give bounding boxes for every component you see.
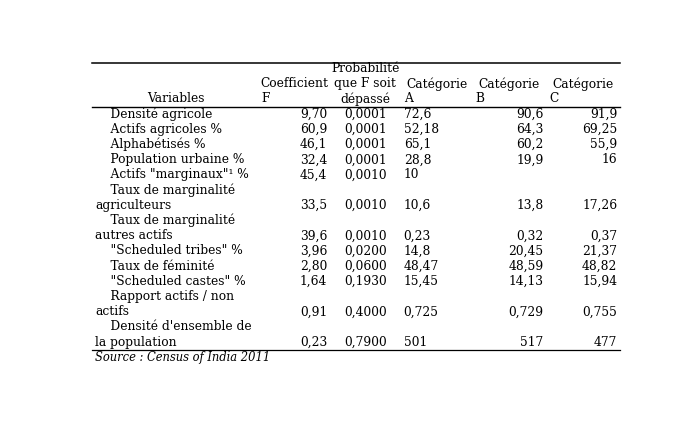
Text: 0,0010: 0,0010: [344, 199, 386, 212]
Text: 48,59: 48,59: [508, 260, 543, 273]
Text: 39,6: 39,6: [300, 229, 327, 242]
Text: 0,0001: 0,0001: [344, 108, 386, 121]
Text: 10: 10: [404, 168, 419, 181]
Text: autres actifs: autres actifs: [95, 229, 172, 242]
Text: B: B: [475, 92, 484, 106]
Text: Taux de féminité: Taux de féminité: [95, 260, 215, 273]
Text: 16: 16: [602, 153, 617, 166]
Text: 15,45: 15,45: [404, 275, 439, 288]
Text: 0,725: 0,725: [404, 305, 439, 318]
Text: 46,1: 46,1: [300, 138, 327, 151]
Text: Catégorie: Catégorie: [479, 77, 540, 90]
Text: Actifs "marginaux"¹ %: Actifs "marginaux"¹ %: [95, 168, 249, 181]
Text: 64,3: 64,3: [516, 123, 543, 136]
Text: Probabilité: Probabilité: [332, 62, 400, 75]
Text: C: C: [549, 92, 558, 106]
Text: Source : Census of India 2011: Source : Census of India 2011: [95, 351, 270, 364]
Text: 0,7900: 0,7900: [344, 336, 387, 348]
Text: 90,6: 90,6: [516, 108, 543, 121]
Text: 0,91: 0,91: [300, 305, 327, 318]
Text: Alphabétisés %: Alphabétisés %: [95, 138, 206, 151]
Text: Catégorie: Catégorie: [553, 77, 614, 90]
Text: "Scheduled tribes" %: "Scheduled tribes" %: [95, 245, 243, 257]
Text: 14,13: 14,13: [509, 275, 543, 288]
Text: F: F: [261, 92, 270, 106]
Text: 48,82: 48,82: [582, 260, 617, 273]
Text: 15,94: 15,94: [582, 275, 617, 288]
Text: Taux de marginalité: Taux de marginalité: [95, 184, 235, 197]
Text: 20,45: 20,45: [509, 245, 543, 257]
Text: Population urbaine %: Population urbaine %: [95, 153, 245, 166]
Text: 52,18: 52,18: [404, 123, 439, 136]
Text: 21,37: 21,37: [582, 245, 617, 257]
Text: 0,0001: 0,0001: [344, 123, 386, 136]
Text: 2,80: 2,80: [300, 260, 327, 273]
Text: 9,70: 9,70: [300, 108, 327, 121]
Text: 14,8: 14,8: [404, 245, 431, 257]
Text: 0,0010: 0,0010: [344, 168, 386, 181]
Text: Taux de marginalité: Taux de marginalité: [95, 214, 235, 227]
Text: 19,9: 19,9: [516, 153, 543, 166]
Text: la population: la population: [95, 336, 177, 348]
Text: 45,4: 45,4: [300, 168, 327, 181]
Text: 0,755: 0,755: [582, 305, 617, 318]
Text: 501: 501: [404, 336, 427, 348]
Text: 65,1: 65,1: [404, 138, 431, 151]
Text: 13,8: 13,8: [516, 199, 543, 212]
Text: Rapport actifs / non: Rapport actifs / non: [95, 290, 234, 303]
Text: 0,1930: 0,1930: [344, 275, 387, 288]
Text: Catégorie: Catégorie: [406, 77, 467, 90]
Text: 10,6: 10,6: [404, 199, 431, 212]
Text: 28,8: 28,8: [404, 153, 432, 166]
Text: 17,26: 17,26: [582, 199, 617, 212]
Text: 60,2: 60,2: [516, 138, 543, 151]
Text: 72,6: 72,6: [404, 108, 431, 121]
Text: Densité d'ensemble de: Densité d'ensemble de: [95, 320, 252, 334]
Text: 1,64: 1,64: [300, 275, 327, 288]
Text: 0,4000: 0,4000: [344, 305, 387, 318]
Text: 55,9: 55,9: [590, 138, 617, 151]
Text: 0,23: 0,23: [404, 229, 431, 242]
Text: 0,0001: 0,0001: [344, 138, 386, 151]
Text: Coefficient: Coefficient: [260, 77, 328, 90]
Text: A: A: [404, 92, 413, 106]
Text: Densité agricole: Densité agricole: [95, 107, 213, 121]
Text: 0,32: 0,32: [516, 229, 543, 242]
Text: Variables: Variables: [147, 92, 204, 106]
Text: 32,4: 32,4: [300, 153, 327, 166]
Text: 69,25: 69,25: [582, 123, 617, 136]
Text: 91,9: 91,9: [590, 108, 617, 121]
Text: actifs: actifs: [95, 305, 129, 318]
Text: 0,23: 0,23: [300, 336, 327, 348]
Text: dépassé: dépassé: [341, 92, 391, 106]
Text: 0,729: 0,729: [509, 305, 543, 318]
Text: 3,96: 3,96: [300, 245, 327, 257]
Text: 0,0600: 0,0600: [344, 260, 387, 273]
Text: 477: 477: [594, 336, 617, 348]
Text: Actifs agricoles %: Actifs agricoles %: [95, 123, 222, 136]
Text: que F soit: que F soit: [334, 77, 396, 90]
Text: 48,47: 48,47: [404, 260, 439, 273]
Text: 0,0010: 0,0010: [344, 229, 386, 242]
Text: 60,9: 60,9: [300, 123, 327, 136]
Text: agriculteurs: agriculteurs: [95, 199, 171, 212]
Text: 33,5: 33,5: [300, 199, 327, 212]
Text: 0,0200: 0,0200: [344, 245, 387, 257]
Text: 0,37: 0,37: [590, 229, 617, 242]
Text: 0,0001: 0,0001: [344, 153, 386, 166]
Text: "Scheduled castes" %: "Scheduled castes" %: [95, 275, 245, 288]
Text: 517: 517: [521, 336, 543, 348]
